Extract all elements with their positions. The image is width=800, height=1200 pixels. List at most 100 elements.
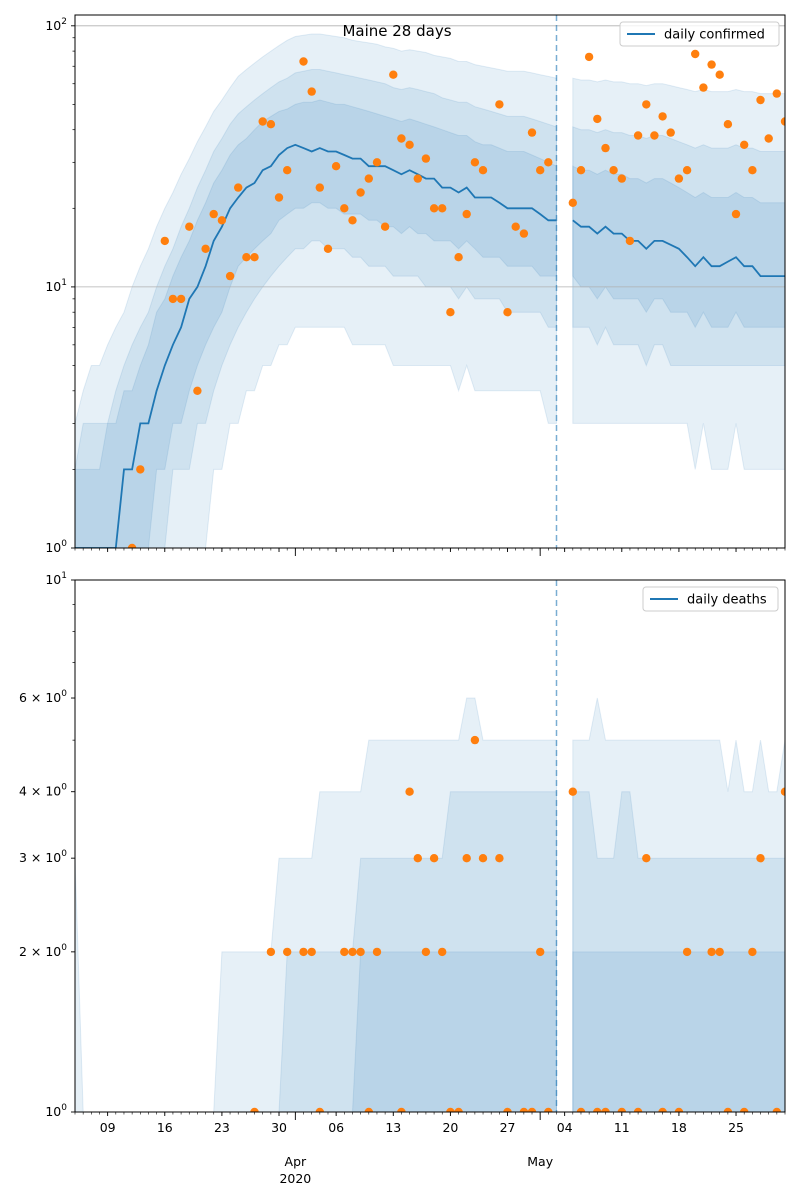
observed-point xyxy=(772,1107,781,1112)
observed-point xyxy=(633,1107,643,1112)
observed-point xyxy=(348,947,357,957)
observed-point xyxy=(772,89,781,98)
observed-point xyxy=(176,294,186,304)
observed-point xyxy=(568,787,577,796)
observed-point xyxy=(682,166,692,175)
observed-point xyxy=(699,83,708,92)
observed-point xyxy=(478,854,488,863)
plot-frame xyxy=(74,14,786,549)
observed-point xyxy=(617,1107,626,1112)
observed-point xyxy=(315,1107,324,1112)
legend-label: daily confirmed xyxy=(664,28,765,43)
observed-point xyxy=(576,166,586,175)
x-tick-label: 27 xyxy=(500,1120,516,1135)
observed-point xyxy=(429,204,439,213)
observed-point xyxy=(168,294,178,304)
observed-point xyxy=(527,128,537,137)
observed-point xyxy=(405,787,414,796)
observed-point xyxy=(658,112,667,121)
observed-point xyxy=(193,386,202,395)
observed-point xyxy=(511,222,520,231)
observed-point xyxy=(780,117,785,126)
x-tick-label: 13 xyxy=(385,1120,401,1135)
x-tick-label: 20 xyxy=(442,1120,458,1135)
y-tick-label: 4 × 100 xyxy=(19,783,67,799)
observed-point xyxy=(389,70,398,79)
observed-point xyxy=(715,70,724,79)
observed-point xyxy=(568,198,577,207)
observed-point xyxy=(217,216,227,225)
observed-point xyxy=(446,308,455,317)
observed-point xyxy=(283,166,292,175)
observed-point xyxy=(470,158,480,167)
x-tick-label: 30 xyxy=(271,1120,287,1135)
observed-point xyxy=(780,787,785,796)
observed-point xyxy=(593,1107,602,1112)
x-tick-label: 04 xyxy=(557,1120,573,1135)
observed-point xyxy=(748,947,757,957)
observed-point xyxy=(266,120,276,129)
observed-point xyxy=(421,947,431,957)
observed-point xyxy=(682,947,692,957)
x-year-label: 2020 xyxy=(279,1171,311,1186)
x-tick-label: 06 xyxy=(328,1120,344,1135)
uncertainty-band-95 xyxy=(572,77,785,470)
observed-point xyxy=(633,131,643,140)
observed-point xyxy=(413,174,422,183)
y-tick-label: 6 × 100 xyxy=(19,689,67,705)
observed-point xyxy=(127,543,137,548)
observed-point xyxy=(234,183,243,192)
observed-point xyxy=(454,1107,463,1112)
observed-point xyxy=(601,1107,610,1112)
observed-point xyxy=(315,183,324,192)
observed-point xyxy=(356,947,365,957)
observed-point xyxy=(617,174,626,183)
observed-point xyxy=(364,1107,373,1112)
confirmed-legend: daily confirmed xyxy=(619,21,780,47)
observed-point xyxy=(307,947,316,957)
observed-point xyxy=(160,236,169,246)
x-tick-label: 25 xyxy=(728,1120,744,1135)
x-month-label: May xyxy=(527,1154,553,1169)
observed-point xyxy=(250,1107,259,1112)
observed-point xyxy=(519,1107,529,1112)
observed-point xyxy=(470,735,480,745)
observed-point xyxy=(715,947,724,957)
observed-point xyxy=(372,947,382,957)
observed-point xyxy=(601,143,610,153)
observed-point xyxy=(642,854,651,863)
observed-point xyxy=(185,222,194,231)
observed-point xyxy=(413,854,422,863)
observed-point xyxy=(299,57,308,66)
observed-point xyxy=(348,216,357,225)
x-tick-label: 18 xyxy=(671,1120,687,1135)
median-line xyxy=(572,219,785,278)
observed-point xyxy=(707,60,716,69)
observed-point xyxy=(691,49,700,59)
observed-point xyxy=(250,253,259,262)
median-line xyxy=(75,143,557,548)
observed-point xyxy=(201,244,210,253)
observed-point xyxy=(331,162,341,171)
observed-point xyxy=(764,134,773,143)
observed-point xyxy=(674,1107,684,1112)
uncertainty-band-80 xyxy=(572,126,785,368)
observed-point xyxy=(340,947,349,957)
observed-point xyxy=(283,947,292,957)
uncertainty-band-95 xyxy=(75,33,557,548)
observed-point xyxy=(299,947,308,957)
observed-point xyxy=(397,1107,406,1112)
observed-point xyxy=(323,244,333,253)
uncertainty-band-95 xyxy=(75,697,557,1112)
observed-point xyxy=(584,52,594,62)
legend-label: daily deaths xyxy=(687,593,767,608)
y-tick-label: 3 × 100 xyxy=(19,849,67,865)
observed-point xyxy=(454,253,463,262)
observed-point xyxy=(136,465,145,474)
deaths-legend: daily deaths xyxy=(642,586,779,612)
observed-point xyxy=(503,308,512,317)
y-tick-label: 2 × 100 xyxy=(19,943,67,959)
x-tick-label: 23 xyxy=(214,1120,230,1135)
x-tick-label: 16 xyxy=(157,1120,173,1135)
